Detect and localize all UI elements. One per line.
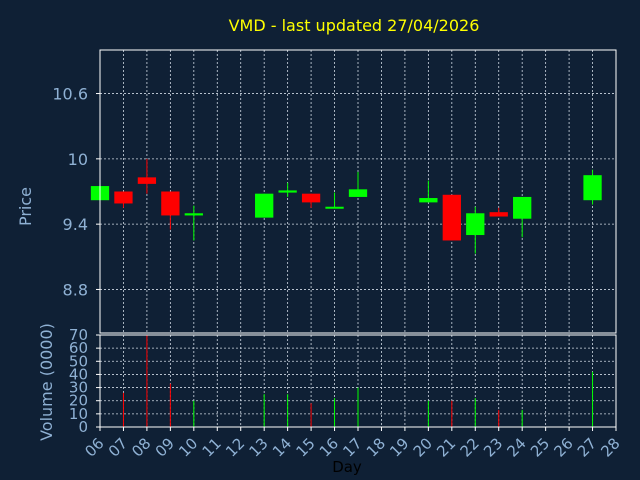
- day-tick-label-15: 15: [292, 434, 318, 460]
- candle-body-10: [184, 213, 203, 216]
- candle-body-21: [442, 194, 461, 241]
- day-tick-label-16: 16: [316, 434, 342, 460]
- price-tick-label: 10: [68, 150, 88, 169]
- candle-body-16: [325, 206, 344, 209]
- candle-body-15: [301, 193, 321, 203]
- candle-body-07: [114, 191, 133, 204]
- day-tick-label-25: 25: [527, 434, 553, 460]
- day-tick-label-11: 11: [199, 434, 225, 460]
- candle-body-14: [278, 190, 297, 193]
- volume-tick-label: 20: [69, 392, 88, 410]
- candle-body-27: [583, 175, 602, 201]
- volume-tick-label: 10: [69, 405, 88, 423]
- candle-body-08: [137, 177, 157, 184]
- day-tick-label-08: 08: [128, 434, 154, 460]
- price-tick-label: 9.4: [63, 215, 88, 234]
- candle-body-17: [348, 189, 368, 197]
- candle-body-20: [419, 198, 438, 203]
- volume-tick-label: 70: [69, 326, 88, 344]
- day-tick-label-26: 26: [550, 434, 576, 460]
- day-tick-label-17: 17: [339, 434, 365, 460]
- day-tick-label-19: 19: [386, 434, 412, 460]
- price-axis-label: Price: [16, 187, 35, 226]
- volume-tick-label: 60: [69, 339, 88, 357]
- day-tick-label-27: 27: [574, 434, 600, 460]
- day-tick-label-20: 20: [410, 434, 436, 460]
- price-tick-label: 10.6: [52, 85, 88, 104]
- day-tick-label-12: 12: [222, 434, 248, 460]
- day-tick-label-22: 22: [457, 434, 483, 460]
- day-tick-label-14: 14: [269, 434, 295, 460]
- day-tick-label-06: 06: [81, 434, 107, 460]
- day-tick-label-28: 28: [597, 434, 623, 460]
- candle-body-23: [489, 212, 508, 217]
- day-tick-label-21: 21: [433, 434, 459, 460]
- day-tick-label-10: 10: [175, 434, 201, 460]
- day-tick-label-24: 24: [504, 434, 530, 460]
- day-tick-label-23: 23: [480, 434, 506, 460]
- day-tick-label-18: 18: [363, 434, 389, 460]
- chart-title: VMD - last updated 27/04/2026: [229, 16, 480, 35]
- volume-axis-label: Volume (0000): [37, 323, 56, 441]
- volume-tick-label: 40: [69, 365, 88, 383]
- day-tick-label-13: 13: [246, 434, 272, 460]
- day-tick-label-07: 07: [105, 434, 131, 460]
- day-tick-label-09: 09: [152, 434, 178, 460]
- candle-body-13: [255, 193, 274, 218]
- day-axis-label: Day: [332, 458, 362, 476]
- volume-tick-label: 50: [69, 352, 88, 370]
- candle-body-24: [513, 196, 532, 219]
- volume-tick-label: 30: [69, 379, 88, 397]
- price-tick-label: 8.8: [63, 280, 88, 299]
- price-panel-frame: [99, 49, 617, 334]
- candle-body-22: [466, 213, 485, 236]
- volume-tick-label: 0: [78, 418, 88, 436]
- candle-body-09: [161, 191, 180, 216]
